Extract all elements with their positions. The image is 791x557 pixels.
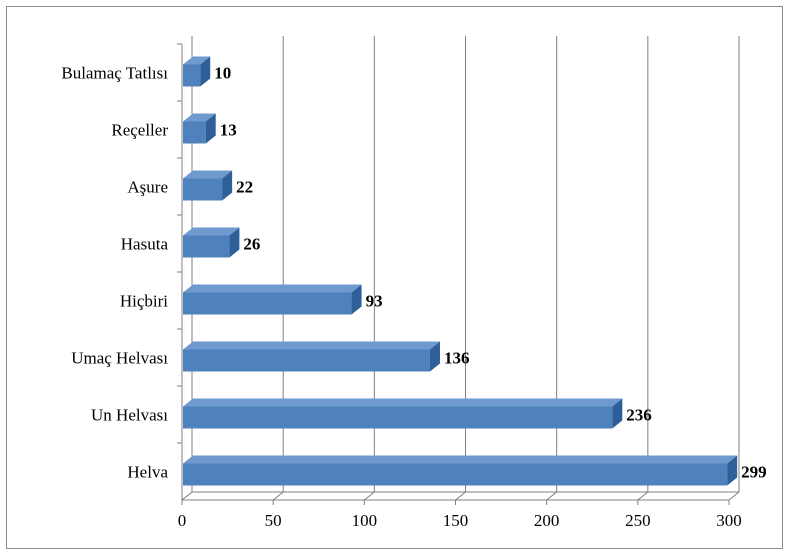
data-label: 13 (220, 121, 237, 140)
bar-side (229, 227, 240, 258)
x-tick-label-50: 50 (265, 511, 282, 530)
x-tick-label-150: 150 (443, 511, 469, 530)
data-label: 236 (626, 406, 652, 425)
bar-side (612, 398, 623, 429)
bar-top (183, 56, 211, 65)
data-label: 26 (243, 235, 260, 254)
bar-side (429, 341, 440, 372)
floor-line-300 (728, 491, 740, 501)
bar-front (183, 349, 430, 372)
axis-layer (177, 36, 739, 505)
data-label: 136 (444, 349, 470, 368)
bar-1 (183, 113, 216, 144)
bar-front (183, 121, 206, 144)
bar-2 (183, 170, 233, 201)
x-tick-label-300: 300 (716, 511, 742, 530)
bar-side (727, 455, 738, 486)
floor-line-150 (455, 491, 466, 501)
category-label: Reçeller (111, 121, 168, 140)
x-tick-label-100: 100 (352, 511, 378, 530)
floor-line-250 (637, 491, 649, 501)
bar-front (183, 235, 230, 258)
bar-side (351, 284, 362, 315)
bar-4 (183, 284, 362, 315)
x-tick-label-200: 200 (534, 511, 560, 530)
bar-top (183, 341, 440, 350)
category-label: Aşure (127, 178, 168, 197)
category-label: Hiçbiri (120, 292, 168, 311)
bar-3 (183, 227, 240, 258)
floor-line-50 (272, 491, 284, 501)
bar-top (183, 398, 623, 407)
category-label: Hasuta (121, 235, 169, 254)
bar-0 (183, 56, 211, 87)
bar-side (205, 113, 216, 144)
data-label: 10 (214, 64, 231, 83)
bar-side (222, 170, 233, 201)
bar-front (183, 178, 223, 201)
bar-top (183, 227, 240, 236)
bar-6 (183, 398, 623, 429)
bar-top (183, 284, 362, 293)
bar-front (183, 406, 613, 429)
bar-top (183, 170, 233, 179)
floor-line-200 (546, 491, 557, 501)
category-label: Helva (127, 463, 168, 482)
bar-top (183, 113, 216, 122)
bar-front (183, 463, 728, 486)
grid-layer (181, 36, 740, 501)
bar-layer (183, 56, 738, 486)
floor-line-100 (364, 491, 375, 501)
label-layer: 0 50 100 150 200 250 300 Bulamaç Tatlısı 10 Reçel… (61, 64, 766, 531)
category-label: Bulamaç Tatlısı (61, 64, 168, 83)
data-label: 299 (741, 463, 767, 482)
bar-front (183, 64, 201, 87)
floor-line-0 (181, 491, 193, 501)
category-label: Umaç Helvası (71, 349, 168, 368)
x-tick-label-0: 0 (178, 511, 187, 530)
bar-5 (183, 341, 440, 372)
data-label: 93 (366, 292, 383, 311)
bar-side (200, 56, 211, 87)
bar-top (183, 455, 738, 464)
bar-front (183, 292, 352, 315)
data-label: 22 (236, 178, 253, 197)
category-label: Un Helvası (91, 406, 168, 425)
bar-7 (183, 455, 738, 486)
x-tick-label-250: 250 (625, 511, 651, 530)
